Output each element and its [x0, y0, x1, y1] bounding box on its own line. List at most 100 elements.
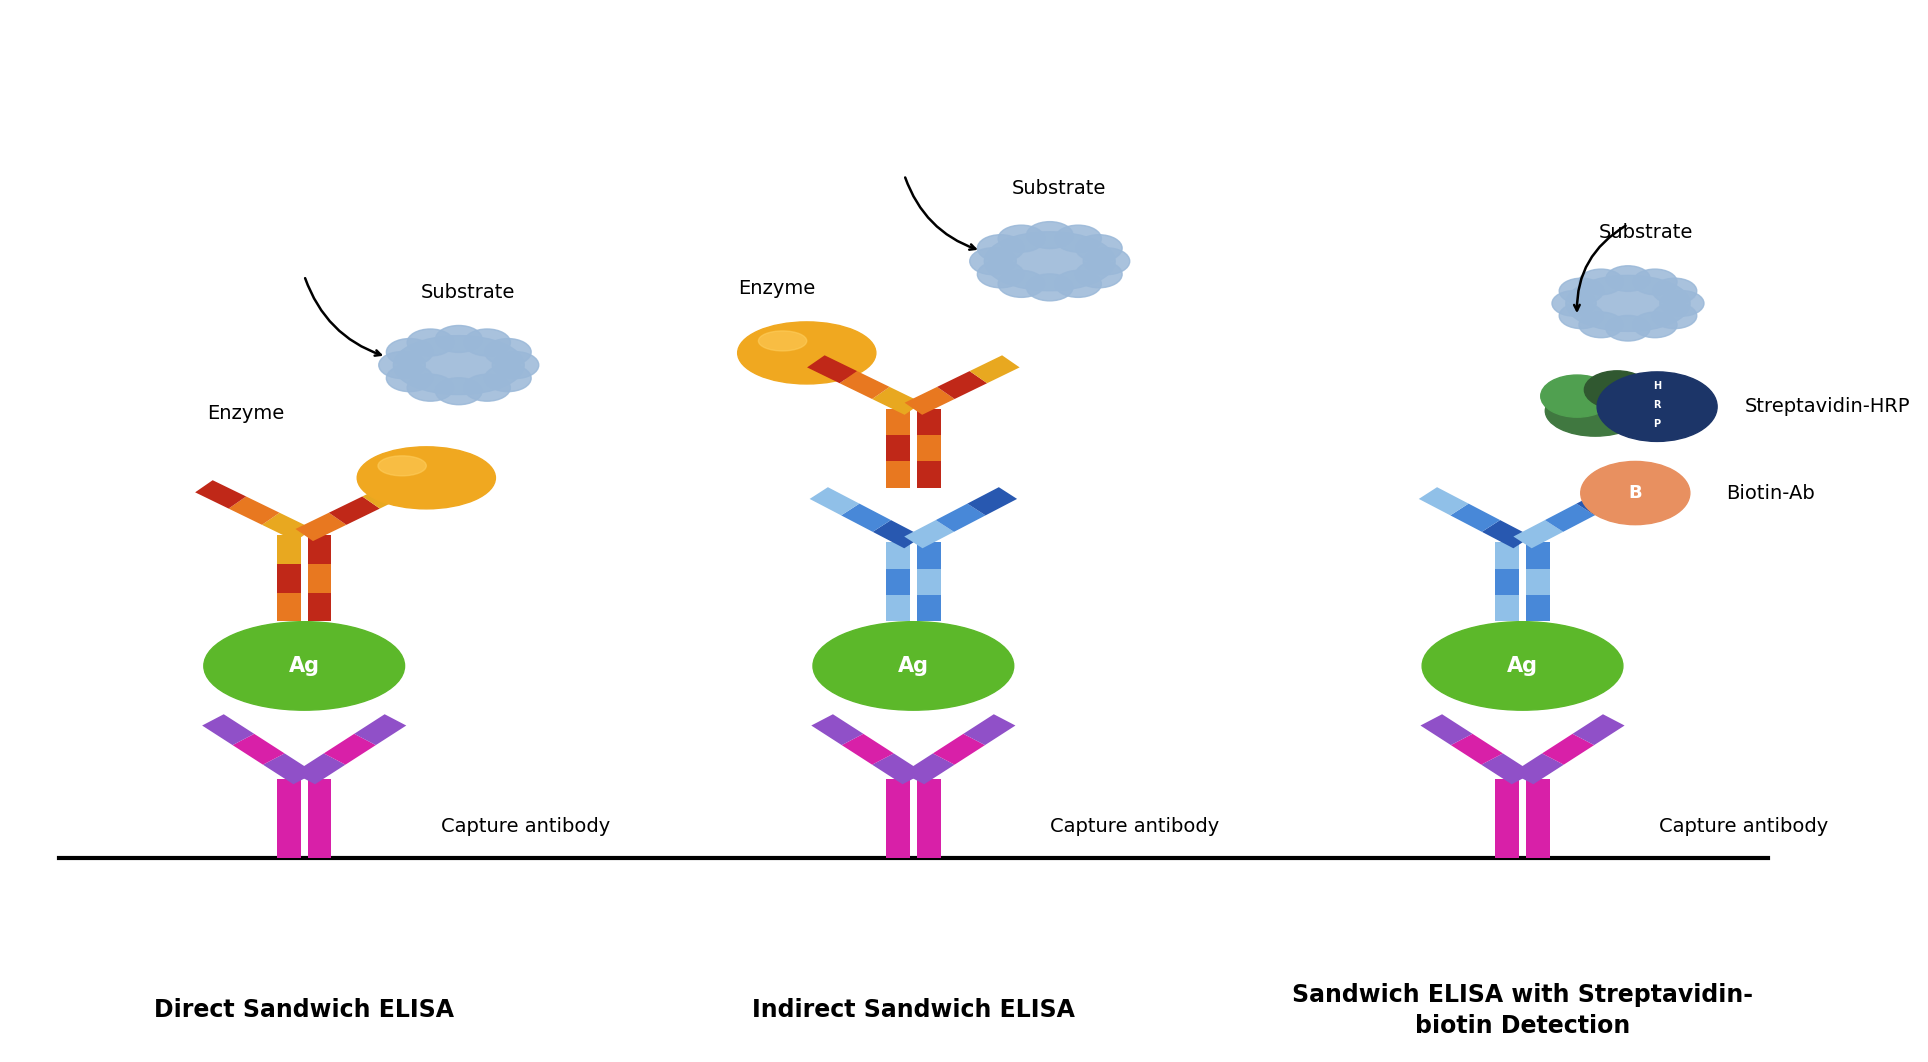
Circle shape	[465, 374, 511, 401]
Polygon shape	[278, 778, 301, 858]
Polygon shape	[278, 564, 301, 593]
Circle shape	[977, 261, 1024, 288]
Polygon shape	[1483, 520, 1531, 548]
Polygon shape	[873, 520, 922, 548]
Ellipse shape	[393, 336, 524, 395]
Polygon shape	[887, 409, 910, 435]
Circle shape	[1579, 269, 1623, 295]
Polygon shape	[887, 595, 910, 621]
Text: Sandwich ELISA with Streptavidin-
biotin Detection: Sandwich ELISA with Streptavidin- biotin…	[1292, 982, 1753, 1039]
Circle shape	[1606, 266, 1650, 291]
Polygon shape	[843, 734, 895, 765]
Ellipse shape	[738, 322, 875, 384]
Circle shape	[1596, 372, 1718, 442]
Polygon shape	[229, 496, 280, 525]
Polygon shape	[1527, 543, 1550, 569]
Circle shape	[378, 352, 426, 378]
Polygon shape	[1450, 503, 1500, 532]
Circle shape	[1560, 278, 1604, 304]
Ellipse shape	[985, 232, 1114, 291]
Text: Capture antibody: Capture antibody	[442, 817, 609, 836]
Polygon shape	[918, 543, 941, 569]
Polygon shape	[1573, 715, 1625, 746]
Circle shape	[1652, 303, 1697, 328]
Polygon shape	[1496, 778, 1519, 858]
Polygon shape	[887, 543, 910, 569]
Ellipse shape	[357, 447, 495, 509]
Polygon shape	[1512, 753, 1564, 784]
Circle shape	[484, 364, 532, 392]
Ellipse shape	[814, 621, 1014, 710]
Circle shape	[407, 329, 453, 356]
Polygon shape	[918, 409, 941, 435]
Text: Streptavidin-HRP: Streptavidin-HRP	[1745, 397, 1911, 416]
Polygon shape	[904, 387, 954, 415]
Polygon shape	[810, 487, 860, 515]
Polygon shape	[812, 715, 864, 746]
Polygon shape	[887, 462, 910, 487]
Polygon shape	[1496, 595, 1519, 621]
Circle shape	[1055, 271, 1101, 297]
Circle shape	[977, 235, 1024, 261]
Polygon shape	[918, 569, 941, 595]
Polygon shape	[887, 778, 910, 858]
Circle shape	[999, 225, 1045, 252]
Polygon shape	[871, 387, 922, 415]
Polygon shape	[935, 503, 985, 532]
Text: P: P	[1654, 418, 1660, 428]
Polygon shape	[918, 435, 941, 462]
Text: Substrate: Substrate	[1012, 179, 1107, 198]
Circle shape	[1076, 235, 1122, 261]
Polygon shape	[904, 520, 954, 548]
Polygon shape	[262, 753, 314, 784]
Polygon shape	[1452, 734, 1504, 765]
Ellipse shape	[1423, 621, 1623, 710]
Circle shape	[1633, 312, 1677, 338]
Ellipse shape	[758, 331, 806, 350]
Ellipse shape	[1566, 275, 1691, 331]
Circle shape	[1585, 371, 1650, 409]
Circle shape	[1660, 291, 1704, 316]
Polygon shape	[202, 715, 254, 746]
Text: Biotin-Ab: Biotin-Ab	[1726, 483, 1814, 502]
Polygon shape	[278, 535, 301, 564]
Polygon shape	[887, 435, 910, 462]
Polygon shape	[902, 753, 954, 784]
Polygon shape	[918, 595, 941, 621]
Text: Substrate: Substrate	[420, 282, 515, 302]
Ellipse shape	[204, 621, 405, 710]
Polygon shape	[262, 513, 312, 541]
Ellipse shape	[378, 456, 426, 476]
Polygon shape	[278, 593, 301, 621]
Circle shape	[1026, 222, 1074, 249]
Polygon shape	[1542, 734, 1594, 765]
Text: Substrate: Substrate	[1598, 223, 1693, 242]
Polygon shape	[293, 753, 345, 784]
Circle shape	[1026, 274, 1074, 301]
Circle shape	[1581, 462, 1689, 525]
Circle shape	[1560, 303, 1604, 328]
Ellipse shape	[1544, 386, 1645, 436]
Polygon shape	[308, 564, 332, 593]
Circle shape	[999, 271, 1045, 297]
Polygon shape	[1513, 520, 1564, 548]
Polygon shape	[233, 734, 285, 765]
Circle shape	[436, 325, 482, 353]
Polygon shape	[887, 569, 910, 595]
Circle shape	[970, 247, 1016, 275]
Text: B: B	[1629, 484, 1643, 502]
Circle shape	[484, 339, 532, 365]
Polygon shape	[1419, 487, 1469, 515]
Polygon shape	[355, 715, 407, 746]
Polygon shape	[918, 462, 941, 487]
Circle shape	[1076, 261, 1122, 288]
Polygon shape	[839, 371, 889, 399]
Polygon shape	[1577, 487, 1625, 515]
Text: Direct Sandwich ELISA: Direct Sandwich ELISA	[154, 998, 455, 1023]
Circle shape	[1540, 375, 1614, 417]
Polygon shape	[964, 715, 1016, 746]
Text: Ag: Ag	[1508, 656, 1539, 675]
Circle shape	[386, 364, 434, 392]
Circle shape	[1606, 315, 1650, 341]
Text: H: H	[1652, 380, 1662, 391]
